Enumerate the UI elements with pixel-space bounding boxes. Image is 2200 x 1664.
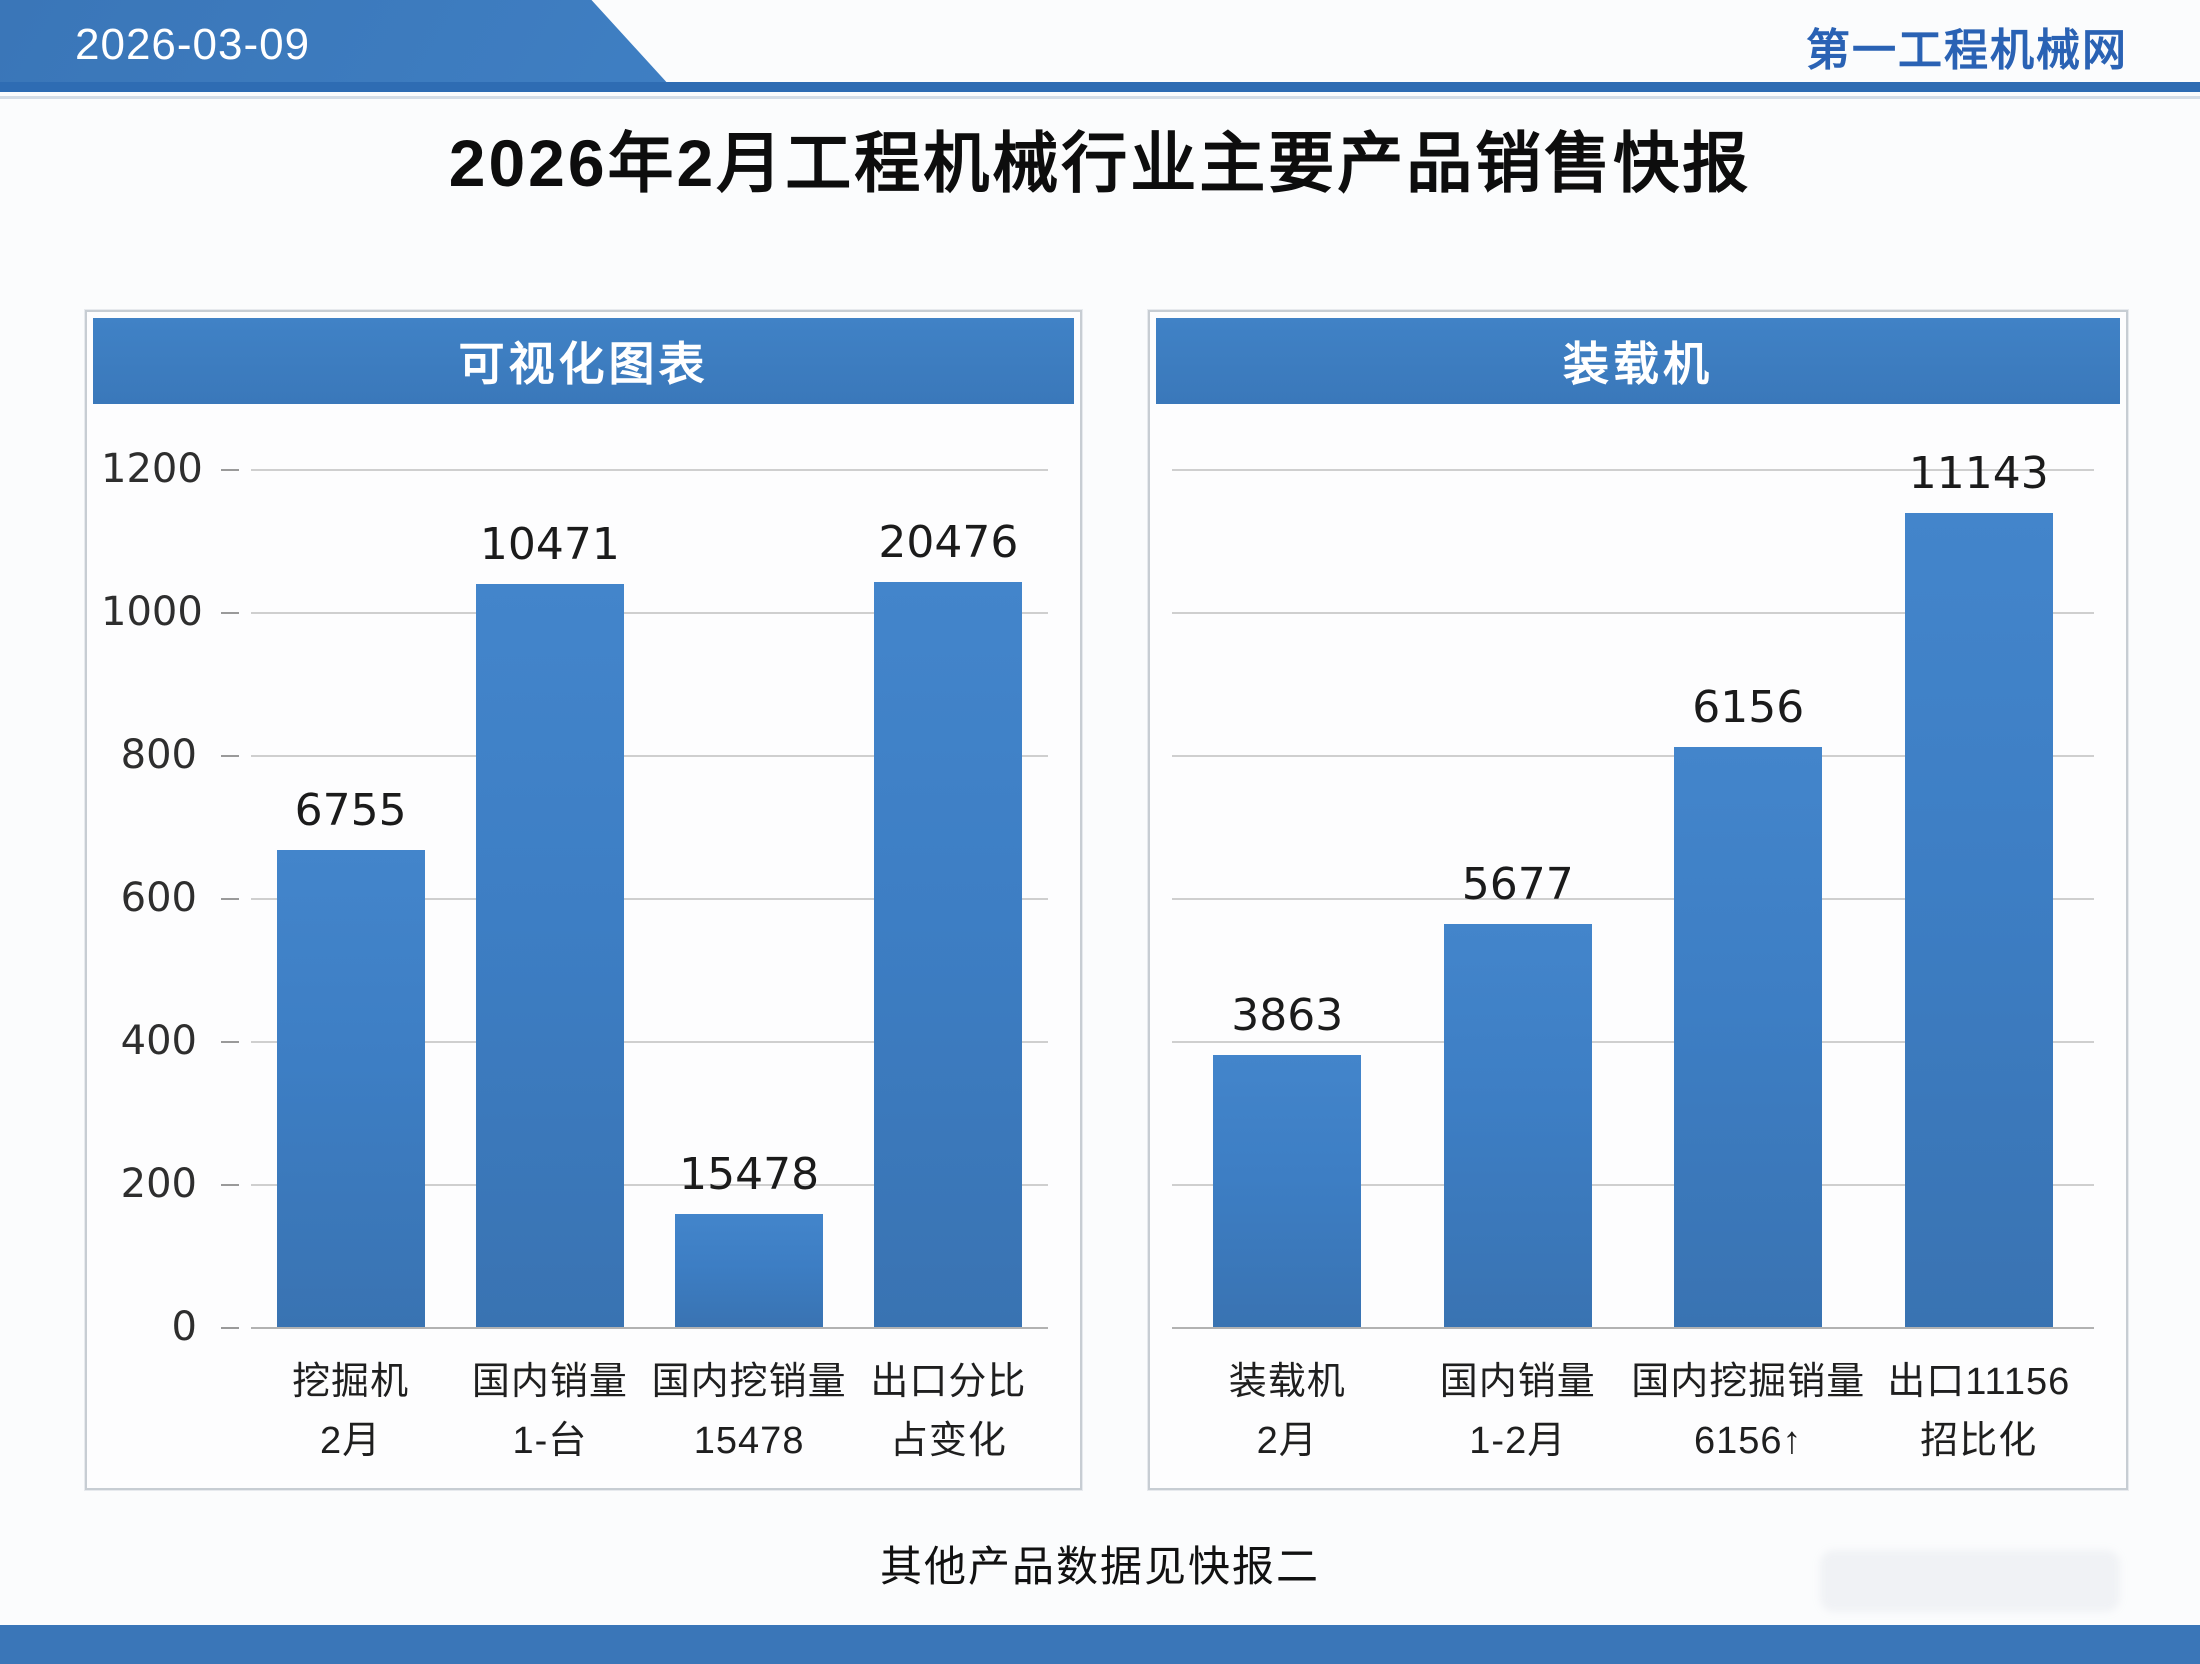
bar-value-label: 20476 [878, 516, 1019, 568]
gridline [251, 1184, 1048, 1186]
bar [1443, 923, 1592, 1327]
chart-panel: 装载机 3863 装载机 2月 5677 国内销量 1-2月 6156 国内挖掘销量 61… [1148, 310, 2128, 1490]
bar [1674, 747, 1823, 1327]
bar [874, 581, 1023, 1327]
bar-value-label: 5677 [1461, 858, 1574, 910]
x-axis-label: 出口11156 招比化 [1887, 1361, 2071, 1462]
header-banner [0, 0, 676, 92]
y-axis-label: 1200 [101, 446, 203, 492]
x-axis-label: 出口分比 占变化 [870, 1361, 1027, 1462]
x-axis-label: 国内挖掘销量 6156↑ [1631, 1361, 1866, 1462]
bar-value-label: 6755 [294, 785, 407, 837]
gridline [1172, 1184, 2094, 1186]
axis-tick [221, 755, 239, 757]
axis-tick [221, 898, 239, 900]
watermark [1820, 1550, 2120, 1612]
bar [675, 1214, 824, 1327]
bar [1213, 1055, 1362, 1327]
axis-tick [221, 612, 239, 614]
gridline [1172, 1327, 2094, 1329]
bar [276, 850, 425, 1327]
y-axis-label: 1000 [101, 589, 203, 635]
bar [475, 584, 624, 1327]
chart-panel: 可视化图表 0 200 400 600 800 1000 1200 6755 挖掘机 2月 104… [85, 310, 1082, 1490]
gridline [1172, 1041, 2094, 1043]
header-divider [0, 82, 2200, 92]
footer-note: 其他产品数据见快报二 [879, 1543, 1320, 1590]
gridline [1172, 898, 2094, 900]
gridline [251, 898, 1048, 900]
bar-value-label: 6156 [1692, 682, 1805, 734]
panel-title: 可视化图表 [93, 318, 1074, 404]
header-date: 2026-03-09 [75, 20, 311, 69]
gridline [1172, 612, 2094, 614]
gridline [251, 469, 1048, 471]
gridline [251, 1041, 1048, 1043]
y-axis-label: 200 [120, 1161, 197, 1207]
page-title: 2026年2月工程机械行业主要产品销售快报 [448, 126, 1752, 200]
header-divider-secondary [0, 96, 2200, 99]
plot-area: 3863 装载机 2月 5677 国内销量 1-2月 6156 国内挖掘销量 6156↑ 1… [1164, 408, 2112, 1480]
bar-value-label: 15478 [679, 1149, 820, 1201]
axis-tick [221, 469, 239, 471]
axis-tick [221, 1041, 239, 1043]
x-axis-label: 国内挖销量 15478 [651, 1361, 847, 1462]
bar-value-label: 11143 [1908, 448, 2049, 500]
x-axis-label: 国内销量 1-2月 [1439, 1361, 1596, 1462]
gridline [1172, 755, 2094, 757]
axis-tick [221, 1327, 239, 1329]
x-axis-label: 国内销量 1-台 [471, 1361, 628, 1462]
y-axis-label: 800 [120, 732, 197, 778]
y-axis-label: 400 [120, 1018, 197, 1064]
panel-title: 装载机 [1156, 318, 2120, 404]
bar-value-label: 10471 [479, 519, 620, 571]
bar-value-label: 3863 [1231, 990, 1344, 1042]
gridline [251, 755, 1048, 757]
gridline [251, 1327, 1048, 1329]
header-brand: 第一工程机械网 [1806, 26, 2128, 75]
bar [1904, 513, 2053, 1327]
plot-area: 0 200 400 600 800 1000 1200 6755 挖掘机 2月 10471 国内销量… [101, 408, 1066, 1480]
gridline [251, 612, 1048, 614]
bottom-band [0, 1625, 2200, 1664]
x-axis-label: 挖掘机 2月 [292, 1361, 410, 1462]
y-axis-label: 0 [171, 1304, 197, 1350]
y-axis-label: 600 [120, 875, 197, 921]
gridline [1172, 469, 2094, 471]
x-axis-label: 装载机 2月 [1228, 1361, 1346, 1462]
axis-tick [221, 1184, 239, 1186]
